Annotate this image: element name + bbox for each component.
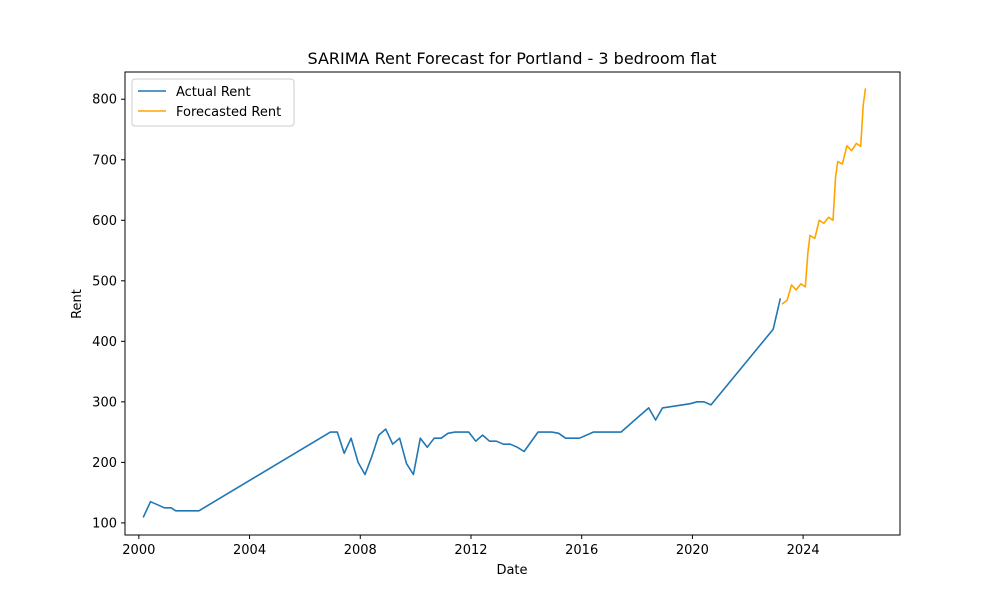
series-line-forecasted-rent <box>781 88 867 305</box>
y-tick-label: 300 <box>92 395 117 410</box>
legend-label: Actual Rent <box>176 85 251 100</box>
legend-label: Forecasted Rent <box>176 105 281 120</box>
plot-area <box>142 88 867 518</box>
x-tick-label: 2024 <box>787 543 820 558</box>
x-tick-label: 2020 <box>676 543 709 558</box>
series-line-actual-rent <box>142 298 782 518</box>
legend-box <box>131 78 295 127</box>
y-tick-label: 700 <box>92 153 117 168</box>
y-tick-label: 100 <box>92 516 117 531</box>
x-axis-label: Date <box>496 563 527 578</box>
x-tick-label: 2004 <box>233 543 266 558</box>
axes-frame <box>124 71 901 536</box>
y-tick-label: 600 <box>92 214 117 229</box>
chart-title: SARIMA Rent Forecast for Portland - 3 be… <box>308 49 717 68</box>
y-axis-label: Rent <box>70 289 85 319</box>
y-tick-label: 500 <box>92 274 117 289</box>
x-axis: 2000 2004 2008 2012 2016 2020 2024 <box>122 535 820 558</box>
x-tick-label: 2000 <box>122 543 155 558</box>
x-tick-label: 2016 <box>565 543 598 558</box>
x-tick-label: 2008 <box>344 543 377 558</box>
y-axis: 100 200 300 400 500 600 700 800 <box>92 93 125 531</box>
y-tick-label: 200 <box>92 456 117 471</box>
legend: Actual Rent Forecasted Rent <box>131 78 295 127</box>
y-tick-label: 400 <box>92 335 117 350</box>
y-tick-label: 800 <box>92 93 117 108</box>
x-tick-label: 2012 <box>454 543 487 558</box>
